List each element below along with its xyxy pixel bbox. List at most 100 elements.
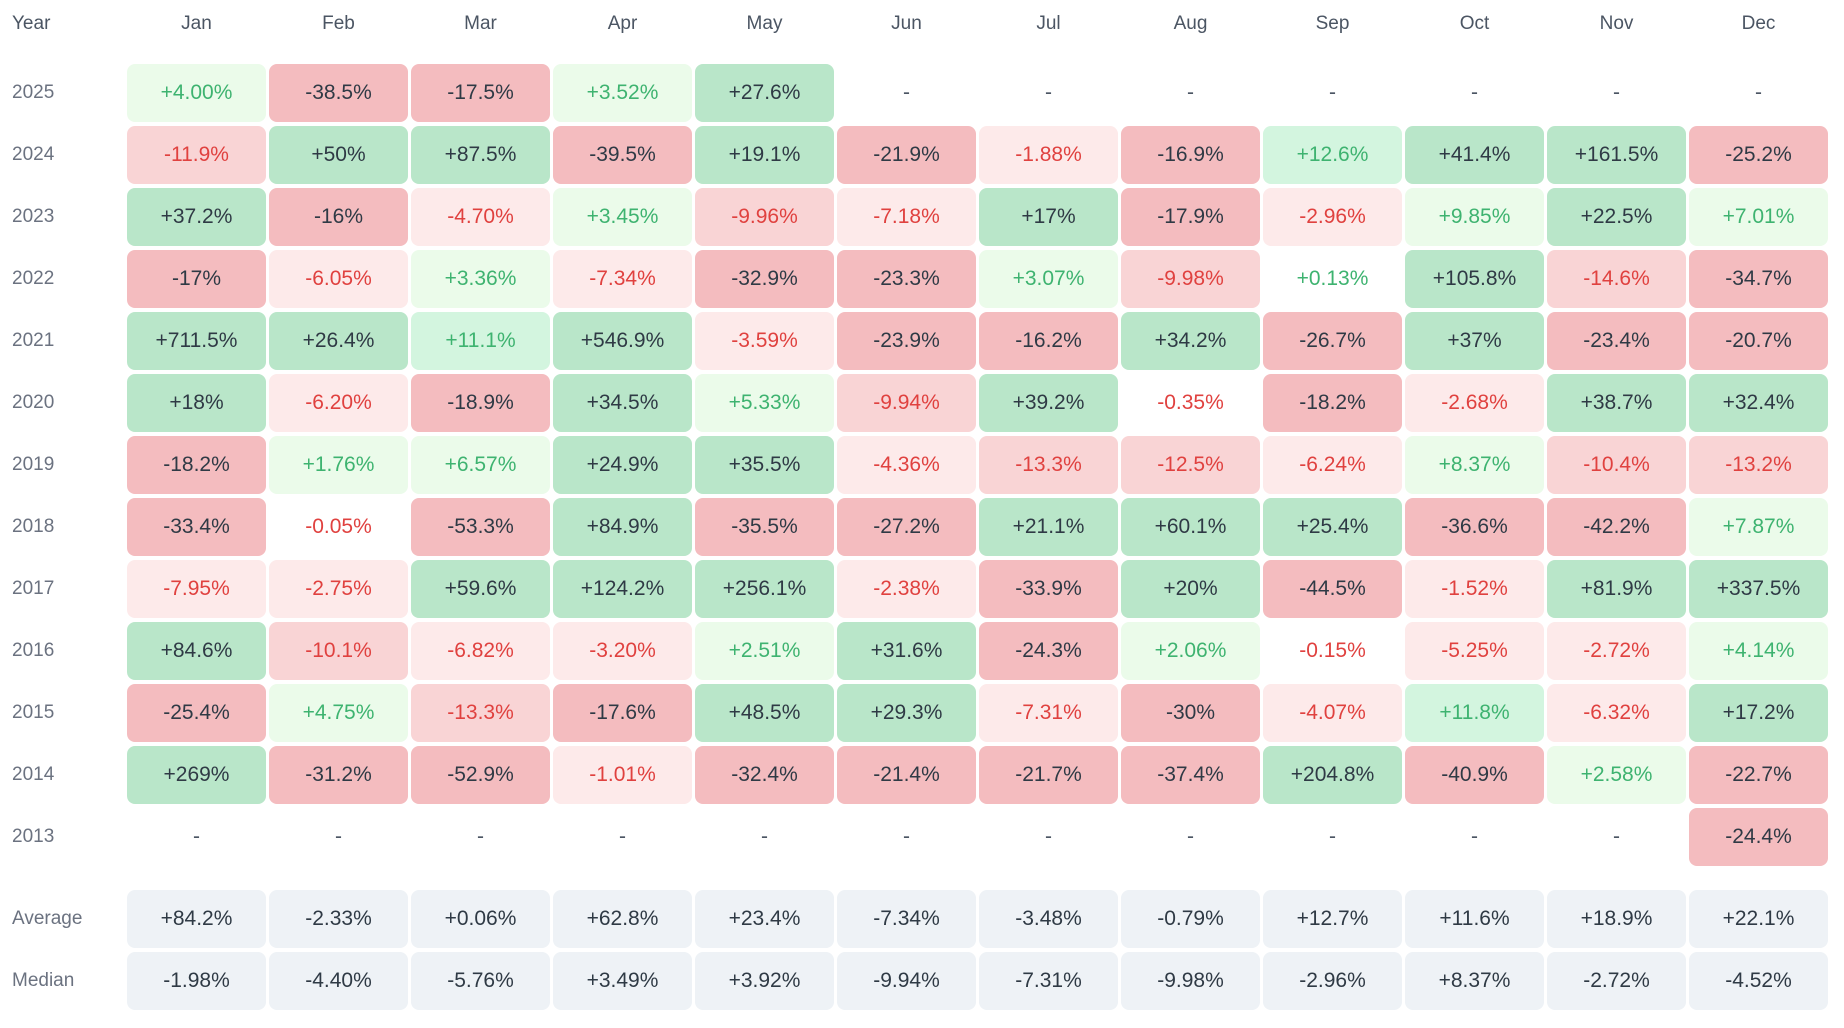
- year-label-2014: 2014: [12, 764, 55, 785]
- month-header-dec: Dec: [1741, 13, 1776, 34]
- average-cell-mar: +0.06%: [411, 890, 550, 948]
- year-column-header: Year: [12, 13, 51, 34]
- cell-2020-may: +5.33%: [695, 374, 834, 432]
- cell-2015-sep: -4.07%: [1263, 684, 1402, 742]
- median-cell-jul: -7.31%: [979, 952, 1118, 1010]
- cell-2019-mar: +6.57%: [411, 436, 550, 494]
- cell-2025-jan: +4.00%: [127, 64, 266, 122]
- cell-2020-aug: -0.35%: [1121, 374, 1260, 432]
- cell-2017-feb: -2.75%: [269, 560, 408, 618]
- cell-2018-jan: -33.4%: [127, 498, 266, 556]
- median-cell-aug: -9.98%: [1121, 952, 1260, 1010]
- cell-2019-jun: -4.36%: [837, 436, 976, 494]
- cell-2020-oct: -2.68%: [1405, 374, 1544, 432]
- cell-2013-mar: -: [477, 825, 484, 848]
- year-label-2013: 2013: [12, 826, 55, 847]
- cell-2015-jun: +29.3%: [837, 684, 976, 742]
- cell-2016-feb: -10.1%: [269, 622, 408, 680]
- cell-2013-jul: -: [1045, 825, 1052, 848]
- cell-2017-oct: -1.52%: [1405, 560, 1544, 618]
- cell-2015-dec: +17.2%: [1689, 684, 1828, 742]
- cell-2014-sep: +204.8%: [1263, 746, 1402, 804]
- month-header-mar: Mar: [464, 13, 497, 34]
- cell-2024-feb: +50%: [269, 126, 408, 184]
- cell-2017-dec: +337.5%: [1689, 560, 1828, 618]
- cell-2020-sep: -18.2%: [1263, 374, 1402, 432]
- cell-2016-dec: +4.14%: [1689, 622, 1828, 680]
- cell-2013-jan: -: [193, 825, 200, 848]
- cell-2015-apr: -17.6%: [553, 684, 692, 742]
- cell-2018-sep: +25.4%: [1263, 498, 1402, 556]
- year-label-2017: 2017: [12, 578, 55, 599]
- cell-2014-jan: +269%: [127, 746, 266, 804]
- cell-2018-aug: +60.1%: [1121, 498, 1260, 556]
- cell-2023-jul: +17%: [979, 188, 1118, 246]
- cell-2016-nov: -2.72%: [1547, 622, 1686, 680]
- cell-2019-jul: -13.3%: [979, 436, 1118, 494]
- cell-2022-may: -32.9%: [695, 250, 834, 308]
- median-cell-oct: +8.37%: [1405, 952, 1544, 1010]
- cell-2021-oct: +37%: [1405, 312, 1544, 370]
- cell-2021-aug: +34.2%: [1121, 312, 1260, 370]
- year-label-2018: 2018: [12, 516, 55, 537]
- cell-2023-oct: +9.85%: [1405, 188, 1544, 246]
- cell-2021-jun: -23.9%: [837, 312, 976, 370]
- cell-2017-aug: +20%: [1121, 560, 1260, 618]
- cell-2020-jan: +18%: [127, 374, 266, 432]
- cell-2023-jun: -7.18%: [837, 188, 976, 246]
- year-label-2022: 2022: [12, 268, 55, 289]
- cell-2021-jan: +711.5%: [127, 312, 266, 370]
- cell-2013-apr: -: [619, 825, 626, 848]
- year-label-2023: 2023: [12, 206, 55, 227]
- cell-2017-nov: +81.9%: [1547, 560, 1686, 618]
- cell-2018-feb: -0.05%: [269, 498, 408, 556]
- cell-2021-may: -3.59%: [695, 312, 834, 370]
- cell-2025-apr: +3.52%: [553, 64, 692, 122]
- cell-2023-jan: +37.2%: [127, 188, 266, 246]
- cell-2025-feb: -38.5%: [269, 64, 408, 122]
- cell-2020-nov: +38.7%: [1547, 374, 1686, 432]
- cell-2018-jun: -27.2%: [837, 498, 976, 556]
- cell-2018-jul: +21.1%: [979, 498, 1118, 556]
- cell-2015-jul: -7.31%: [979, 684, 1118, 742]
- median-cell-mar: -5.76%: [411, 952, 550, 1010]
- cell-2023-may: -9.96%: [695, 188, 834, 246]
- average-cell-aug: -0.79%: [1121, 890, 1260, 948]
- cell-2013-may: -: [761, 825, 768, 848]
- cell-2025-nov: -: [1613, 81, 1620, 104]
- average-cell-sep: +12.7%: [1263, 890, 1402, 948]
- year-label-2025: 2025: [12, 82, 55, 103]
- cell-2022-feb: -6.05%: [269, 250, 408, 308]
- cell-2014-apr: -1.01%: [553, 746, 692, 804]
- cell-2022-aug: -9.98%: [1121, 250, 1260, 308]
- month-header-sep: Sep: [1315, 13, 1350, 34]
- median-cell-jan: -1.98%: [127, 952, 266, 1010]
- month-header-jan: Jan: [181, 13, 212, 34]
- cell-2024-may: +19.1%: [695, 126, 834, 184]
- cell-2020-apr: +34.5%: [553, 374, 692, 432]
- cell-2023-feb: -16%: [269, 188, 408, 246]
- cell-2025-dec: -: [1755, 81, 1762, 104]
- cell-2024-jan: -11.9%: [127, 126, 266, 184]
- cell-2023-aug: -17.9%: [1121, 188, 1260, 246]
- cell-2014-jun: -21.4%: [837, 746, 976, 804]
- cell-2016-mar: -6.82%: [411, 622, 550, 680]
- cell-2024-jun: -21.9%: [837, 126, 976, 184]
- cell-2022-dec: -34.7%: [1689, 250, 1828, 308]
- median-cell-nov: -2.72%: [1547, 952, 1686, 1010]
- cell-2016-jun: +31.6%: [837, 622, 976, 680]
- average-cell-nov: +18.9%: [1547, 890, 1686, 948]
- cell-2016-jan: +84.6%: [127, 622, 266, 680]
- year-label-2015: 2015: [12, 702, 55, 723]
- cell-2020-jun: -9.94%: [837, 374, 976, 432]
- cell-2015-may: +48.5%: [695, 684, 834, 742]
- cell-2022-jun: -23.3%: [837, 250, 976, 308]
- cell-2022-jul: +3.07%: [979, 250, 1118, 308]
- year-label-2021: 2021: [12, 330, 55, 351]
- median-cell-dec: -4.52%: [1689, 952, 1828, 1010]
- cell-2015-feb: +4.75%: [269, 684, 408, 742]
- cell-2019-aug: -12.5%: [1121, 436, 1260, 494]
- cell-2019-apr: +24.9%: [553, 436, 692, 494]
- cell-2016-jul: -24.3%: [979, 622, 1118, 680]
